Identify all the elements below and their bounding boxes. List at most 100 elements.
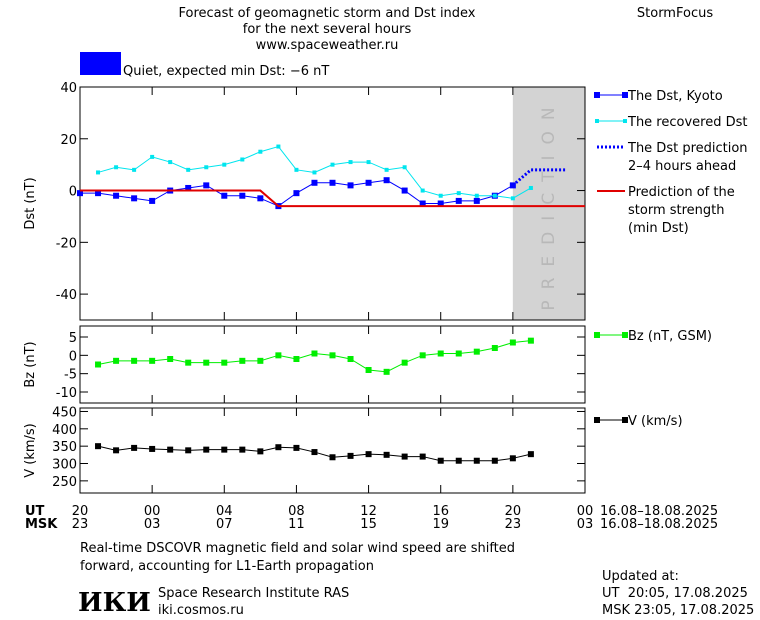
- y-tick-label: 5: [69, 331, 77, 346]
- data-point: [96, 170, 101, 175]
- data-point: [473, 348, 480, 355]
- data-point: [294, 167, 299, 172]
- data-point: [437, 350, 444, 357]
- note-line: Real-time DSCOVR magnetic field and sola…: [80, 541, 515, 556]
- data-point: [257, 195, 264, 202]
- status-text: Quiet, expected min Dst: −6 nT: [123, 64, 329, 79]
- data-point: [258, 149, 263, 154]
- msk-tick-label: 03: [577, 517, 594, 532]
- data-point: [383, 177, 390, 184]
- ut-range: 16.08–18.08.2025: [600, 504, 718, 519]
- data-point: [528, 185, 533, 190]
- data-point: [509, 339, 516, 346]
- institute: Space Research Institute RAS: [158, 586, 349, 601]
- data-point: [348, 160, 353, 165]
- data-point: [384, 167, 389, 172]
- data-point: [95, 443, 102, 450]
- data-point: [275, 352, 282, 359]
- data-point: [311, 449, 318, 456]
- data-point: [114, 165, 119, 170]
- data-point: [95, 190, 102, 197]
- data-point: [347, 182, 354, 189]
- y-axis-label: Dst (nT): [23, 177, 38, 229]
- y-tick-label: -10: [56, 386, 77, 401]
- data-point: [419, 200, 426, 207]
- data-point: [204, 165, 209, 170]
- y-tick-label: 250: [52, 475, 77, 490]
- y-axis-label: V (km/s): [23, 423, 38, 478]
- data-point: [365, 179, 372, 186]
- legend-marker: [594, 417, 600, 423]
- updated-ut: UT 20:05, 17.08.2025: [602, 586, 748, 601]
- updated-label: Updated at:: [602, 569, 679, 584]
- x-tick-label: 08: [288, 504, 305, 519]
- data-point: [401, 453, 408, 460]
- y-tick-label: 400: [52, 423, 77, 438]
- data-point: [401, 359, 408, 366]
- data-point: [473, 197, 480, 204]
- msk-tick-label: 19: [432, 517, 449, 532]
- data-point: [275, 444, 282, 451]
- data-point: [401, 187, 408, 194]
- data-point: [473, 457, 480, 464]
- data-point: [167, 446, 174, 453]
- data-point: [113, 192, 120, 199]
- y-tick-label: 20: [60, 133, 77, 148]
- data-point: [149, 197, 156, 204]
- data-point: [185, 184, 192, 191]
- msk-tick-label: 07: [216, 517, 233, 532]
- y-tick-label: 300: [52, 458, 77, 473]
- msk-range: 16.08–18.08.2025: [600, 517, 718, 532]
- data-point: [167, 356, 174, 362]
- data-point: [456, 191, 461, 196]
- data-point: [150, 154, 155, 159]
- data-point: [455, 457, 462, 464]
- data-point: [113, 447, 120, 454]
- legend-marker: [595, 119, 599, 123]
- legend-marker: [622, 332, 628, 338]
- msk-tick-label: 15: [360, 517, 377, 532]
- y-tick-label: -20: [56, 236, 77, 251]
- prediction-zone: [512, 87, 585, 320]
- legend-marker: [622, 92, 628, 98]
- data-point: [185, 447, 192, 454]
- msk-tick-label: 23: [72, 517, 89, 532]
- y-tick-label: -5: [64, 368, 77, 383]
- x-tick-label: 00: [577, 504, 594, 519]
- ut-label: UT: [25, 504, 45, 519]
- data-point: [149, 445, 156, 452]
- website: iki.cosmos.ru: [158, 603, 244, 618]
- data-point: [491, 457, 498, 464]
- data-point: [311, 350, 318, 357]
- logo: ИКИ: [78, 588, 151, 618]
- data-point: [77, 190, 83, 197]
- data-point: [240, 157, 245, 162]
- data-point: [329, 454, 336, 461]
- legend-label: V (km/s): [628, 414, 683, 429]
- status-swatch: [80, 52, 121, 75]
- data-point: [365, 451, 372, 458]
- x-tick-label: 20: [505, 504, 522, 519]
- data-point: [419, 453, 426, 460]
- data-point: [221, 446, 228, 453]
- legend-marker: [623, 119, 627, 123]
- msk-label: MSK: [25, 517, 58, 532]
- data-point: [311, 179, 318, 186]
- legend-marker: [622, 417, 628, 423]
- data-point: [257, 448, 264, 455]
- data-point: [186, 167, 191, 172]
- legend-label: Prediction of the storm strength (min Dst): [628, 185, 735, 236]
- data-point: [168, 160, 173, 165]
- data-point: [437, 457, 444, 464]
- updated-msk: MSK 23:05, 17.08.2025: [602, 603, 754, 618]
- y-tick-label: 0: [69, 185, 77, 200]
- x-tick-label: 04: [216, 504, 233, 519]
- data-point: [474, 193, 479, 198]
- title-line: www.spaceweather.ru: [256, 38, 399, 53]
- data-point: [239, 357, 246, 364]
- series-line: [80, 189, 585, 208]
- data-point: [239, 192, 246, 199]
- data-point: [203, 359, 210, 366]
- legend-label: Bz (nT, GSM): [628, 329, 712, 344]
